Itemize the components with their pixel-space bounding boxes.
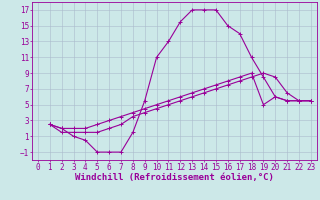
X-axis label: Windchill (Refroidissement éolien,°C): Windchill (Refroidissement éolien,°C) — [75, 173, 274, 182]
